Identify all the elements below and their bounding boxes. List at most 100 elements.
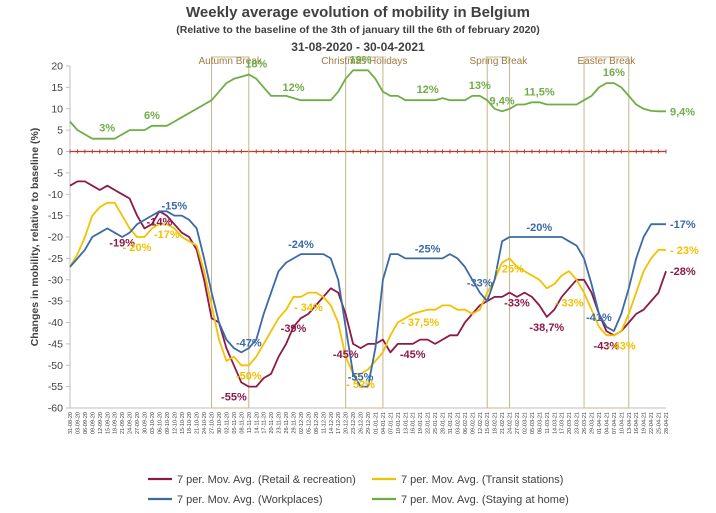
- data-label: -50%: [236, 370, 262, 382]
- data-label: 12%: [282, 82, 304, 94]
- x-tick-label: 14-12-20: [329, 412, 335, 434]
- y-tick-label: 10: [51, 103, 63, 115]
- x-tick-label: 17-03-21: [560, 412, 566, 434]
- data-label: 3%: [99, 123, 115, 135]
- x-tick-label: 16-01-21: [411, 412, 417, 434]
- x-tick-label: 02-03-21: [522, 412, 528, 434]
- holiday-period-box: [211, 56, 250, 409]
- x-tick-label: 29-03-21: [590, 412, 596, 434]
- data-label: -45%: [400, 349, 426, 361]
- data-label: -15%: [161, 201, 187, 213]
- data-label: -28%: [670, 266, 696, 278]
- x-tick-label: 09-10-20: [165, 412, 171, 434]
- data-label: 16%: [603, 67, 625, 79]
- y-tick-label: -60: [48, 403, 63, 415]
- data-label: 9,4%: [670, 106, 695, 118]
- x-tick-label: 03-09-20: [75, 412, 81, 434]
- data-label: -20%: [527, 222, 553, 234]
- x-tick-label: 03-10-20: [150, 412, 156, 434]
- data-label: 18%: [245, 59, 267, 71]
- x-tick-label: 19-01-21: [418, 412, 424, 434]
- data-label: - 33%: [555, 298, 584, 310]
- y-tick-label: -20: [48, 232, 63, 244]
- y-tick-label: -55: [48, 381, 63, 393]
- holiday-period-box: [583, 56, 630, 409]
- series-line-2: [69, 210, 666, 388]
- x-tick-label: 29-12-20: [366, 412, 372, 434]
- holiday-period-label: Christmas Holidays: [321, 56, 407, 67]
- legend-label: 7 per. Mov. Avg. (Transit stations): [401, 474, 563, 486]
- x-tick-label: 23-11-20: [277, 412, 283, 434]
- data-label: -17%: [670, 219, 696, 231]
- data-label: 12%: [417, 84, 439, 96]
- x-tick-label: 23-12-20: [351, 412, 357, 434]
- x-tick-label: 17-12-20: [336, 412, 342, 434]
- x-tick-label: 19-04-21: [642, 412, 648, 434]
- data-label: 9,4%: [490, 95, 515, 107]
- y-tick-label: -15: [48, 210, 63, 222]
- x-tick-label: 08-11-20: [239, 412, 245, 434]
- data-label: -39%: [281, 323, 307, 335]
- series-line-0: [69, 180, 667, 388]
- x-tick-label: 04-01-21: [381, 412, 387, 434]
- x-tick-label: 28-04-21: [664, 412, 670, 434]
- x-tick-label: 25-04-21: [657, 412, 663, 434]
- x-tick-label: 01-01-21: [373, 412, 379, 434]
- data-label: -17%: [154, 229, 180, 241]
- x-tick-label: 21-02-21: [500, 412, 506, 434]
- x-tick-label: 16-04-21: [634, 412, 640, 434]
- data-label: 6%: [144, 110, 160, 122]
- chart-period: 31-08-2020 - 30-04-2021: [291, 40, 425, 54]
- legend-label: 7 per. Mov. Avg. (Retail & recreation): [177, 474, 356, 486]
- x-tick-label: 22-04-21: [649, 412, 655, 434]
- data-label: -38,7%: [529, 322, 564, 334]
- series-line-1: [69, 201, 666, 375]
- x-tick-label: 05-11-20: [232, 412, 238, 434]
- data-label: 11,5%: [524, 86, 555, 98]
- x-tick-label: 03-02-21: [455, 412, 461, 434]
- y-tick-label: -10: [48, 189, 63, 201]
- x-tick-label: 14-11-20: [254, 412, 260, 434]
- data-label: - 20%: [123, 242, 152, 254]
- x-tick-label: 24-09-20: [128, 412, 134, 434]
- data-label: - 52%: [346, 379, 375, 391]
- x-tick-label: 11-03-21: [545, 412, 551, 434]
- x-tick-label: 10-01-21: [396, 412, 402, 434]
- x-tick-label: 22-01-21: [426, 412, 432, 434]
- x-tick-label: 12-10-20: [172, 412, 178, 434]
- x-tick-label: 18-10-20: [187, 412, 193, 434]
- data-label: -47%: [236, 337, 262, 349]
- y-tick-label: 0: [57, 146, 63, 158]
- x-tick-label: 26-11-20: [284, 412, 290, 434]
- x-tick-label: 18-09-20: [113, 412, 119, 434]
- x-tick-label: 31-08-20: [68, 412, 74, 434]
- x-tick-label: 30-09-20: [143, 412, 149, 434]
- data-label: - 34%: [294, 302, 323, 314]
- x-tick-label: 07-01-21: [388, 412, 394, 434]
- holiday-period-label: Autumn Break: [198, 56, 262, 67]
- data-label: -33%: [504, 298, 530, 310]
- y-tick-label: -50: [48, 360, 63, 372]
- legend-label: 7 per. Mov. Avg. (Workplaces): [177, 494, 323, 506]
- data-label: -55%: [221, 392, 247, 404]
- x-tick-label: 17-11-20: [262, 412, 268, 434]
- x-tick-label: 05-12-20: [306, 412, 312, 434]
- y-axis-title: Changes in mobility, relative to baselin…: [29, 128, 41, 347]
- data-label: 13%: [469, 80, 491, 92]
- x-tick-label: 26-12-20: [359, 412, 365, 434]
- data-label: -19%: [109, 238, 135, 250]
- data-label: -41%: [586, 312, 612, 324]
- x-tick-label: 06-02-21: [463, 412, 469, 434]
- x-tick-label: 28-01-21: [441, 412, 447, 434]
- x-tick-label: 02-12-20: [299, 412, 305, 434]
- x-tick-label: 09-09-20: [90, 412, 96, 434]
- x-tick-label: 20-11-20: [269, 412, 275, 434]
- data-label: - 37,5%: [401, 317, 439, 329]
- data-label: -24%: [288, 239, 314, 251]
- data-label: - 25%: [495, 263, 524, 275]
- data-label: -55%: [348, 372, 374, 384]
- x-tick-label: 24-02-21: [508, 412, 514, 434]
- x-tick-label: 05-03-21: [530, 412, 536, 434]
- y-tick-label: -40: [48, 317, 63, 329]
